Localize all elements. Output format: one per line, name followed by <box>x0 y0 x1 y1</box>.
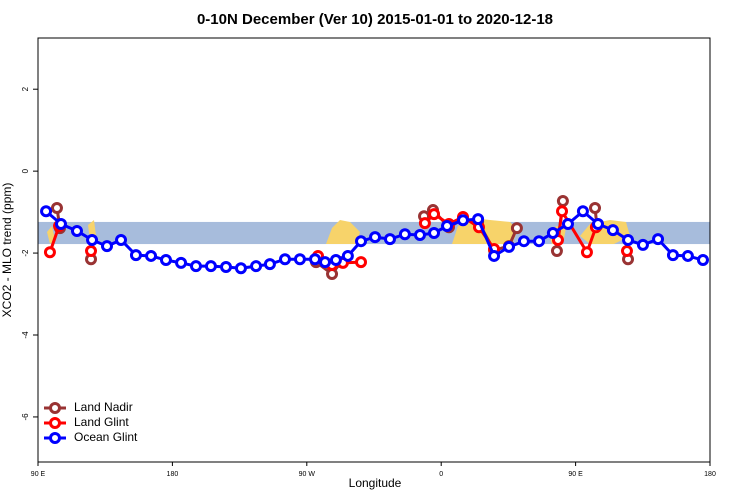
point <box>457 214 470 227</box>
point <box>309 253 322 266</box>
plot-frame <box>37 37 711 463</box>
point <box>589 202 602 215</box>
point <box>620 245 633 258</box>
point <box>40 205 53 218</box>
point <box>576 205 589 218</box>
point <box>622 233 635 246</box>
point <box>86 233 99 246</box>
point <box>510 222 523 235</box>
x-tick-label: 180 <box>167 471 179 478</box>
legend-marker <box>49 402 61 414</box>
point <box>636 238 649 251</box>
series-line <box>45 209 704 270</box>
point <box>115 233 128 246</box>
land <box>47 226 55 244</box>
y-tick-label: 0 <box>21 168 30 173</box>
point <box>263 258 276 271</box>
legend-label: Ocean Glint <box>74 430 138 444</box>
point <box>100 240 113 253</box>
land <box>326 220 360 244</box>
point <box>175 256 188 269</box>
y-tick-label: -4 <box>21 331 30 339</box>
point <box>418 217 431 230</box>
point <box>398 228 411 241</box>
point <box>159 254 172 267</box>
point <box>355 235 368 248</box>
point <box>189 260 202 273</box>
point <box>517 235 530 248</box>
point <box>319 256 332 269</box>
y-tick-label: -6 <box>21 413 30 421</box>
point <box>472 213 485 226</box>
point <box>250 260 263 273</box>
point <box>533 235 546 248</box>
legend-label: Land Glint <box>74 415 129 429</box>
x-tick-label: 0 <box>439 471 443 478</box>
point <box>681 249 694 262</box>
point <box>383 233 396 246</box>
legend-marker <box>49 417 61 429</box>
point <box>355 256 368 269</box>
point <box>556 205 569 218</box>
point <box>204 260 217 273</box>
point <box>278 253 291 266</box>
land <box>452 218 518 244</box>
point <box>502 240 515 253</box>
point <box>606 224 619 237</box>
point <box>43 246 56 259</box>
point <box>488 249 501 262</box>
x-axis-label: Longitude <box>349 476 402 490</box>
point <box>329 254 342 267</box>
point <box>441 220 454 233</box>
point <box>696 254 709 267</box>
point <box>556 195 569 208</box>
x-tick-label: 90 E <box>568 471 583 478</box>
y-tick-label: -2 <box>21 249 30 257</box>
point <box>54 217 67 230</box>
point <box>220 261 233 274</box>
point <box>50 202 63 215</box>
y-tick-label: 2 <box>21 86 30 91</box>
x-tick-label: 180 <box>704 471 716 478</box>
point <box>652 233 665 246</box>
point <box>85 245 98 258</box>
point <box>666 249 679 262</box>
point <box>341 249 354 262</box>
point <box>428 208 441 221</box>
x-tick-label: 90 E <box>31 471 46 478</box>
point <box>428 226 441 239</box>
point <box>561 217 574 230</box>
point <box>129 249 142 262</box>
point <box>546 226 559 239</box>
legend-label: Land Nadir <box>74 400 133 414</box>
point <box>580 246 593 259</box>
point <box>234 262 247 275</box>
point <box>550 245 563 258</box>
point <box>592 217 604 230</box>
point <box>369 231 382 244</box>
y-axis-label: XCO2 - MLO trend (ppm) <box>0 183 14 318</box>
point <box>145 249 158 262</box>
point <box>413 229 426 242</box>
point <box>70 224 83 237</box>
chart-title: 0-10N December (Ver 10) 2015-01-01 to 20… <box>197 11 553 28</box>
legend-marker <box>49 432 61 444</box>
x-tick-label: 90 W <box>299 471 316 478</box>
point <box>293 253 306 266</box>
